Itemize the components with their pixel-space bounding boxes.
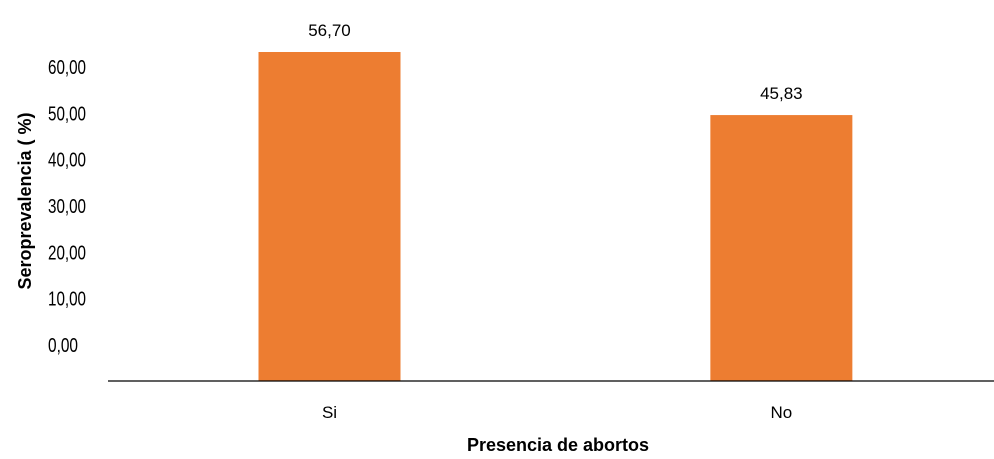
data-label-no: 45,83 <box>760 84 803 103</box>
y-tick-label: 50,00 <box>48 103 86 125</box>
y-tick-label: 0,00 <box>48 335 78 357</box>
bar-no <box>710 115 853 381</box>
y-axis-ticks: 0,00 10,00 20,00 30,00 40,00 50,00 60,00 <box>48 57 86 357</box>
data-label-si: 56,70 <box>308 21 351 40</box>
y-tick-label: 20,00 <box>48 242 86 264</box>
y-tick-label: 40,00 <box>48 150 86 172</box>
bars <box>258 52 853 381</box>
x-axis-categories: Si No <box>322 403 792 422</box>
x-axis-title: Presencia de abortos <box>467 435 649 455</box>
bar-si <box>258 52 401 381</box>
x-category-label-si: Si <box>322 403 337 422</box>
data-labels: 56,70 45,83 <box>308 21 802 103</box>
y-tick-label: 10,00 <box>48 289 86 311</box>
y-tick-label: 30,00 <box>48 196 86 218</box>
y-axis-title: Seroprevalencia ( %) <box>15 112 35 289</box>
x-category-label-no: No <box>770 403 792 422</box>
y-tick-label: 60,00 <box>48 57 86 79</box>
